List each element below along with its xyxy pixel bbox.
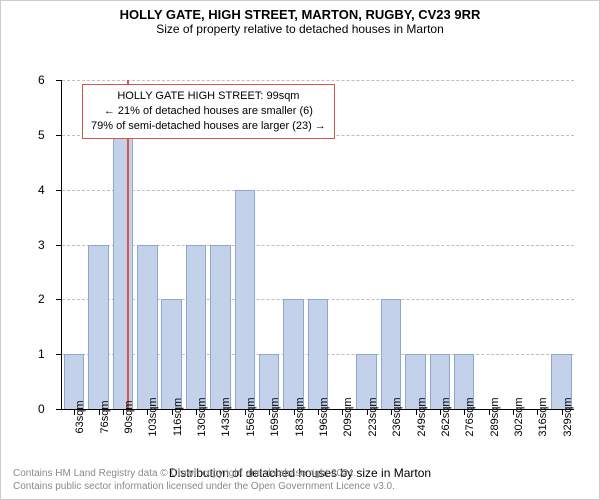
x-tick-label: 289sqm (489, 397, 501, 436)
x-tick-label: 209sqm (342, 397, 354, 436)
x-tick-label: 130sqm (196, 397, 208, 436)
info-line-2: ← 21% of detached houses are smaller (6) (91, 104, 326, 119)
x-tick-label: 316sqm (537, 397, 549, 436)
y-tick-mark (56, 190, 62, 191)
chart-container: HOLLY GATE, HIGH STREET, MARTON, RUGBY, … (0, 0, 600, 500)
bar (210, 245, 230, 410)
plot-area: HOLLY GATE HIGH STREET: 99sqm ← 21% of d… (61, 80, 574, 410)
x-tick-label: 76sqm (99, 400, 111, 433)
bar (137, 245, 157, 410)
x-tick-label: 302sqm (513, 397, 525, 436)
credit-line-1: Contains HM Land Registry data © Crown c… (13, 467, 587, 480)
x-tick-label: 116sqm (172, 398, 184, 436)
y-tick-label: 5 (38, 128, 562, 142)
y-tick-label: 6 (38, 73, 562, 87)
x-tick-label: 90sqm (123, 400, 135, 433)
credit-line-2: Contains public sector information licen… (13, 480, 587, 493)
x-tick-label: 276sqm (464, 397, 476, 436)
bar (186, 245, 206, 410)
y-tick-mark (56, 245, 62, 246)
bar (113, 135, 133, 409)
x-tick-label: 156sqm (245, 397, 257, 436)
y-tick-label: 3 (38, 238, 562, 252)
x-tick-label: 249sqm (416, 397, 428, 436)
x-tick-label: 169sqm (269, 397, 281, 436)
x-tick-label: 103sqm (147, 397, 159, 436)
bar (88, 245, 108, 410)
x-tick-label: 63sqm (74, 400, 86, 433)
chart-title: HOLLY GATE, HIGH STREET, MARTON, RUGBY, … (1, 1, 599, 22)
x-tick-label: 143sqm (220, 397, 232, 436)
info-line-1: HOLLY GATE HIGH STREET: 99sqm (91, 89, 326, 104)
y-tick-label: 2 (38, 292, 562, 306)
y-tick-mark (56, 80, 62, 81)
x-tick-label: 183sqm (294, 397, 306, 436)
y-tick-mark (56, 299, 62, 300)
credits: Contains HM Land Registry data © Crown c… (13, 467, 587, 493)
x-tick-label: 262sqm (440, 397, 452, 436)
chart-area: HOLLY GATE HIGH STREET: 99sqm ← 21% of d… (61, 80, 574, 410)
y-tick-mark (56, 409, 62, 410)
x-tick-label: 329sqm (562, 397, 574, 436)
x-tick-label: 196sqm (318, 397, 330, 436)
chart-subtitle: Size of property relative to detached ho… (1, 22, 599, 36)
y-tick-label: 4 (38, 183, 562, 197)
x-tick-label: 236sqm (391, 397, 403, 436)
y-tick-mark (56, 135, 62, 136)
y-tick-mark (56, 354, 62, 355)
y-tick-label: 1 (38, 347, 562, 361)
x-tick-label: 223sqm (367, 397, 379, 436)
